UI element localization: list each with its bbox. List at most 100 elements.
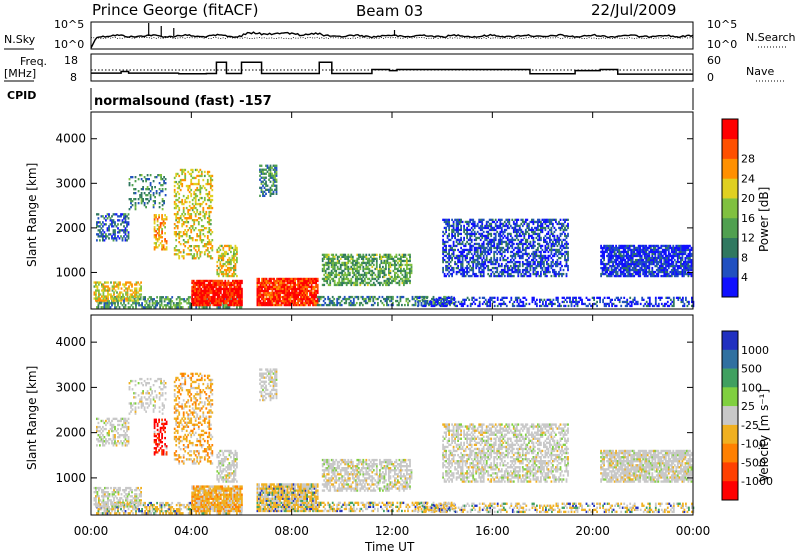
heatmap-cell: [411, 268, 413, 270]
heatmap-cell: [411, 264, 413, 266]
heatmap-cell: [520, 229, 522, 231]
heatmap-cell: [181, 235, 183, 237]
heatmap-cell: [159, 306, 161, 308]
heatmap-cell: [196, 253, 198, 255]
heatmap-cell: [371, 276, 373, 278]
heatmap-cell: [448, 227, 450, 229]
heatmap-cell: [557, 251, 559, 253]
heatmap-cell: [104, 217, 106, 219]
heatmap-cell: [534, 245, 536, 247]
heatmap-cell: [558, 271, 560, 273]
heatmap-cell: [511, 269, 513, 271]
heatmap-cell: [517, 275, 519, 277]
heatmap-cell: [193, 255, 195, 257]
heatmap-cell: [409, 274, 411, 276]
heatmap-cell: [464, 303, 466, 305]
heatmap-cell: [370, 264, 372, 266]
heatmap-cell: [338, 262, 340, 264]
heatmap-cell: [483, 219, 485, 221]
heatmap-cell: [394, 262, 396, 264]
heatmap-cell: [328, 268, 330, 270]
heatmap-cell: [447, 269, 449, 271]
heatmap-cell: [475, 273, 477, 275]
heatmap-cell: [325, 270, 327, 272]
freq-label-2: [MHz]: [4, 67, 36, 80]
heatmap-cell: [333, 302, 335, 304]
heatmap-cell: [150, 174, 152, 176]
heatmap-cell: [359, 268, 361, 270]
heatmap-cell: [211, 239, 213, 241]
heatmap-cell: [297, 302, 299, 304]
heatmap-cell: [406, 268, 408, 270]
heatmap-cell: [567, 251, 569, 253]
heatmap-cell: [154, 202, 156, 204]
heatmap-cell: [161, 300, 163, 302]
heatmap-cell: [177, 205, 179, 207]
heatmap-cell: [404, 304, 406, 306]
heatmap-cell: [511, 219, 513, 221]
heatmap-cell: [208, 302, 210, 304]
heatmap-cell: [406, 300, 408, 302]
heatmap-cell: [199, 169, 201, 171]
heatmap-cell: [523, 223, 525, 225]
heatmap-cell: [454, 249, 456, 251]
heatmap-cell: [210, 183, 212, 185]
heatmap-cell: [195, 177, 197, 179]
heatmap-cell: [122, 293, 124, 295]
heatmap-cell: [189, 296, 191, 298]
heatmap-cell: [156, 296, 158, 298]
heatmap-cell: [187, 195, 189, 197]
heatmap-cell: [602, 299, 604, 301]
heatmap-cell: [339, 302, 341, 304]
heatmap-cell: [263, 296, 265, 298]
heatmap-cell: [650, 303, 652, 305]
heatmap-cell: [355, 274, 357, 276]
heatmap-cell: [471, 303, 473, 305]
heatmap-cell: [409, 256, 411, 258]
heatmap-cell: [502, 237, 504, 239]
heatmap-cell: [183, 251, 185, 253]
heatmap-cell: [130, 198, 132, 200]
heatmap-cell: [192, 225, 194, 227]
heatmap-cell: [655, 303, 657, 305]
heatmap-cell: [136, 287, 138, 289]
heatmap-cell: [270, 280, 272, 282]
heatmap-cell: [130, 281, 132, 283]
heatmap-cell: [365, 298, 367, 300]
heatmap-cell: [528, 237, 530, 239]
heatmap-cell: [257, 292, 259, 294]
heatmap-cell: [492, 219, 494, 221]
heatmap-cell: [224, 263, 226, 265]
heatmap-cell: [542, 249, 544, 251]
heatmap-cell: [499, 259, 501, 261]
heatmap-cell: [135, 198, 137, 200]
heatmap-cell: [305, 304, 307, 306]
heatmap-cell: [551, 267, 553, 269]
heatmap-cell: [144, 204, 146, 206]
heatmap-cell: [526, 225, 528, 227]
heatmap-cell: [184, 229, 186, 231]
heatmap-cell: [507, 225, 509, 227]
heatmap-cell: [235, 269, 237, 271]
heatmap-cell: [516, 237, 518, 239]
heatmap-cell: [486, 255, 488, 257]
heatmap-cell: [460, 233, 462, 235]
heatmap-cell: [471, 247, 473, 249]
heatmap-cell: [161, 302, 163, 304]
heatmap-cell: [106, 281, 108, 283]
heatmap-cell: [442, 235, 444, 237]
heatmap-cell: [259, 195, 261, 197]
heatmap-cell: [111, 304, 113, 306]
heatmap-cell: [448, 267, 450, 269]
heatmap-cell: [164, 222, 166, 224]
heatmap-cell: [196, 282, 198, 284]
heatmap-cell: [159, 194, 161, 196]
heatmap-cell: [183, 215, 185, 217]
nave-tick-bottom: 0: [707, 71, 714, 84]
heatmap-cell: [177, 213, 179, 215]
heatmap-cell: [517, 245, 519, 247]
heatmap-cell: [451, 259, 453, 261]
heatmap-cell: [207, 181, 209, 183]
heatmap-cell: [514, 255, 516, 257]
heatmap-cell: [513, 275, 515, 277]
